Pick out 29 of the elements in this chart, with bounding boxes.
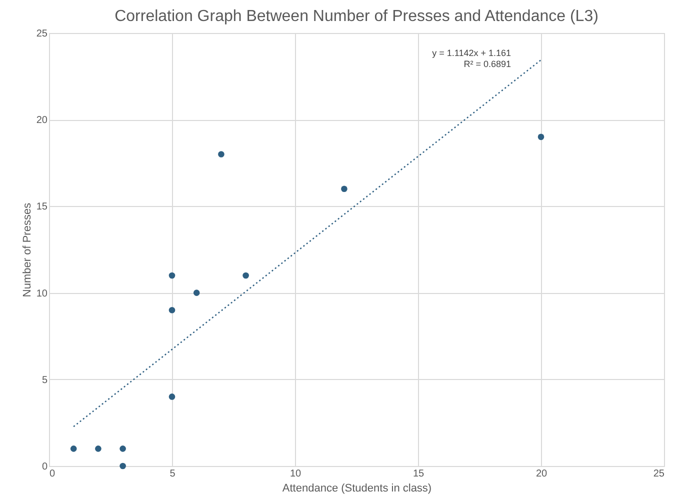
point (193, 290, 200, 296)
point (538, 134, 544, 140)
x-tick-label: 20 (536, 468, 548, 480)
point (341, 186, 348, 192)
y-tick-label: 5 (42, 374, 48, 386)
x-tick-label: 0 (50, 468, 56, 480)
point (120, 446, 126, 452)
x-axis-title: Attendance (Students in class) (282, 482, 432, 494)
point (168, 272, 176, 279)
x-tick-label: 15 (412, 468, 424, 480)
y-tick-label: 10 (36, 288, 48, 300)
annotation: R² = 0.6891 (464, 59, 511, 69)
x-tick-label: 5 (170, 468, 176, 480)
y-tick-label: 25 (36, 28, 48, 40)
point (120, 462, 126, 470)
y-axis-title: Number of Presses (21, 202, 34, 298)
point (168, 394, 176, 400)
point (218, 151, 224, 158)
y-tick-label: 20 (36, 115, 48, 126)
point (168, 306, 176, 314)
point (70, 446, 77, 452)
point (95, 446, 102, 452)
x-tick-label: 10 (290, 468, 302, 480)
annotation: y = 1.1142x + 1.161 (432, 48, 511, 58)
chart-title: Correlation Graph Between Number of Presses and Attendance (L3) (114, 8, 598, 25)
y-tick-label: 15 (36, 202, 48, 213)
x-tick-label: 25 (653, 468, 665, 480)
point (242, 272, 249, 279)
y-tick-label: 0 (42, 462, 48, 472)
